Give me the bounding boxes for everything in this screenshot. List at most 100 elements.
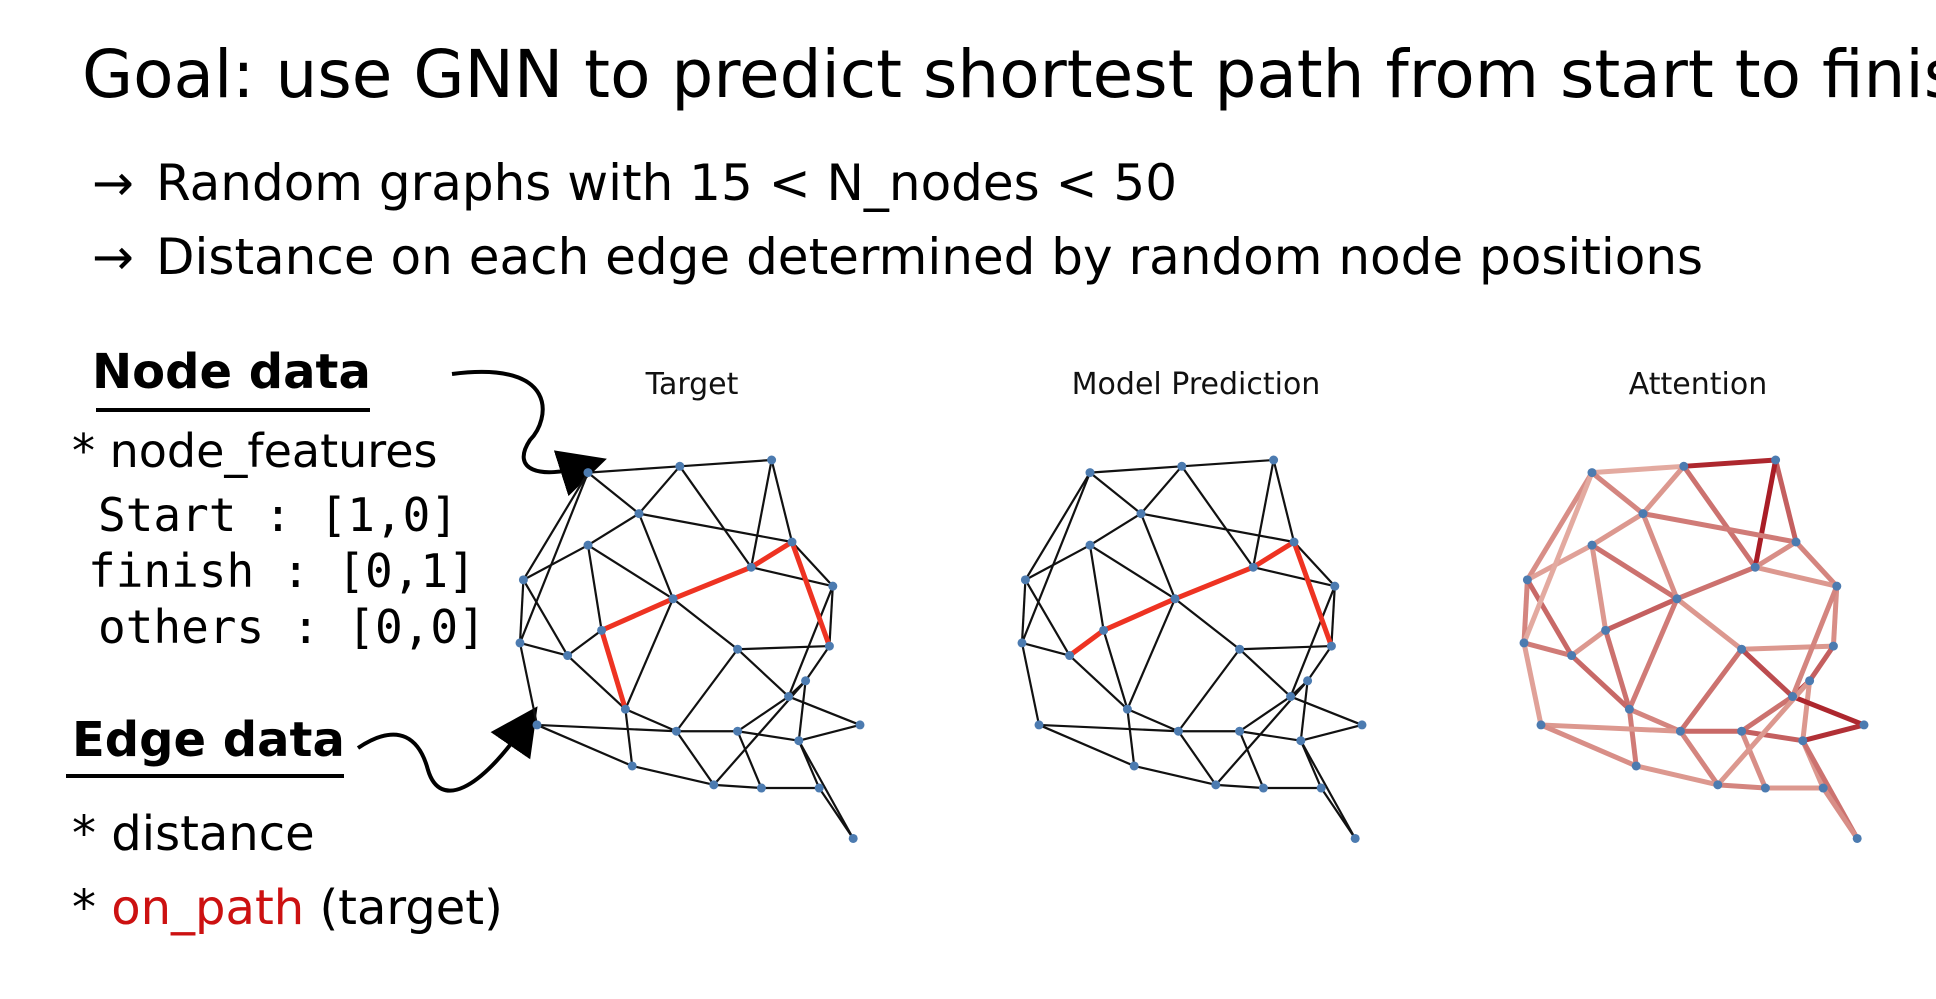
graph-edge (522, 579, 569, 657)
graph-node (794, 736, 804, 746)
graph-edge (675, 730, 715, 786)
graph-edge (624, 598, 675, 710)
panel-title-target: Target (645, 367, 739, 402)
graph-edge (1290, 695, 1363, 726)
graph-node (1211, 780, 1221, 790)
graph-edge (1521, 579, 1530, 644)
graph-node (1326, 641, 1336, 651)
graph-edge (1293, 541, 1336, 587)
graph-edge (750, 459, 773, 568)
graph-edge (1126, 709, 1136, 767)
graph-node (1852, 833, 1862, 843)
graph-node (1587, 540, 1597, 550)
graph-edge (1299, 680, 1309, 741)
graph-node (532, 720, 542, 730)
graph-edge (1590, 543, 1679, 601)
graph-node (1316, 783, 1326, 793)
graph-edge (1802, 722, 1865, 744)
graph-edge (1739, 730, 1768, 789)
graph-node (1737, 644, 1747, 654)
graph-edge (828, 586, 834, 647)
graph-edge (1521, 471, 1595, 644)
graph-node (515, 638, 525, 648)
graph-edge (518, 642, 539, 726)
graph-edge (818, 787, 855, 840)
graph-node (787, 537, 797, 547)
graph-node (1350, 833, 1360, 843)
feature-others: others : [0,0] (98, 600, 486, 654)
graph-edge (1126, 598, 1177, 710)
graph-edge (1215, 783, 1264, 790)
graph-node (627, 761, 637, 771)
graph-node (1828, 641, 1838, 651)
bullet-text: Distance on each edge determined by rand… (156, 228, 1704, 286)
graph-node (814, 783, 824, 793)
graph-node (563, 651, 573, 661)
graph-edge (624, 708, 677, 733)
graph-node (1672, 594, 1682, 604)
graph-node (1122, 704, 1132, 714)
graph-edge (1741, 643, 1834, 652)
edge-distance-label: * distance (72, 806, 315, 862)
graph-edge (672, 597, 739, 651)
graph-edge (797, 680, 807, 741)
graph-node (733, 726, 743, 736)
graph-edge (1791, 694, 1865, 728)
graph-edge (1289, 585, 1336, 697)
graph-edge (1678, 647, 1744, 733)
path-edge (1068, 628, 1106, 658)
on-path-keyword: on_path (111, 880, 305, 936)
edge-data-title: Edge data (72, 712, 345, 768)
graph-node (1020, 575, 1030, 585)
path-edge (1291, 541, 1334, 647)
graph-node (1330, 581, 1340, 591)
graph-edge (1089, 471, 1142, 515)
graph-node (1269, 455, 1279, 465)
graph-edge (522, 472, 589, 581)
goal-heading: Goal: use GNN to predict shortest path f… (82, 36, 1936, 113)
graph-edge (1252, 566, 1336, 588)
graph-node (1235, 726, 1245, 736)
graph-target (515, 455, 865, 843)
graph-edge (519, 641, 568, 657)
graph-node (1296, 736, 1306, 746)
graph-edge (587, 544, 674, 600)
graph-node (1085, 540, 1095, 550)
graph-node (1065, 651, 1075, 661)
graph-edge (788, 695, 861, 726)
graph-edge (1089, 544, 1176, 600)
graph-edge (1589, 544, 1609, 631)
graph-node (1805, 676, 1815, 686)
graph-node (1303, 676, 1313, 686)
graph-edge (1102, 629, 1129, 710)
graph-node (784, 692, 794, 702)
graph-node (1679, 461, 1689, 471)
graph-edge (1238, 730, 1265, 789)
graph-edge (1140, 512, 1295, 544)
arrow-right-icon: → (92, 154, 134, 212)
graph-node (1173, 726, 1183, 736)
graph-edge (536, 723, 677, 733)
graph-node (756, 783, 766, 793)
arrow-right-icon: → (92, 228, 134, 286)
graph-edge (804, 645, 831, 682)
node-features-label: * node_features (72, 424, 438, 478)
graph-edge (770, 459, 794, 543)
graph-node (1713, 780, 1723, 790)
node-data-arrow (451, 370, 607, 497)
graph-edge (1740, 694, 1795, 734)
graph-edge (566, 654, 627, 710)
bullet-text: Random graphs with 15 < N_nodes < 50 (156, 154, 1178, 212)
graph-node (1791, 537, 1801, 547)
graph-edge (1717, 782, 1766, 791)
graph-node (1177, 461, 1187, 471)
graph-edge (1272, 459, 1296, 543)
graph-edge (1024, 579, 1071, 657)
graph-node (855, 720, 865, 730)
graph-edge (1068, 654, 1129, 710)
graph-edge (1590, 511, 1645, 548)
feature-finish: finish : [0,1] (88, 544, 476, 598)
graph-edge (1300, 723, 1363, 742)
graph-edge (1526, 542, 1594, 583)
graph-node (1017, 638, 1027, 648)
